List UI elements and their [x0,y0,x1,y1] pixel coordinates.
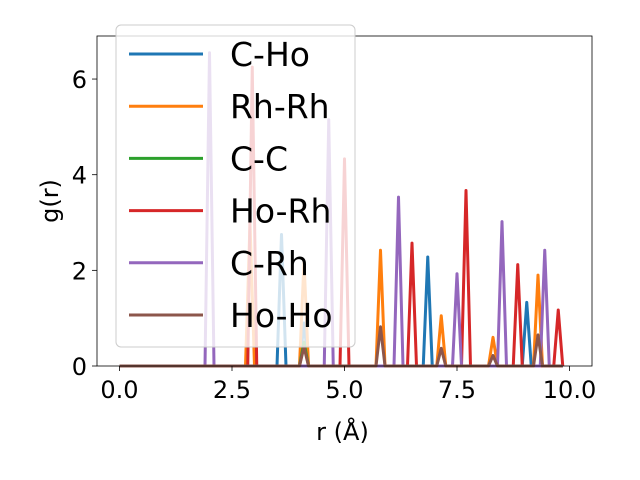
x-tick-label: 10.0 [543,376,596,404]
series-line-ho-ho [119,325,563,368]
y-ticks: 0 2 4 6 [72,66,97,381]
legend-label: C-C [230,139,288,178]
y-axis-label: g(r) [36,179,64,223]
y-tick-label: 2 [72,257,87,285]
y-tick-label: 0 [72,353,87,381]
legend: C-Ho Rh-Rh C-C Ho-Rh C-Rh Ho-Ho [115,24,356,348]
legend-label: C-Ho [230,35,310,74]
y-tick-label: 4 [72,162,87,190]
x-tick-label: 5.0 [325,376,363,404]
x-tick-label: 7.5 [438,376,476,404]
legend-label: Ho-Rh [230,192,331,231]
legend-label: Ho-Ho [230,296,333,335]
x-tick-label: 0.0 [100,376,138,404]
x-ticks: 0.0 2.5 5.0 7.5 10.0 [100,366,596,404]
legend-label: C-Rh [230,244,309,283]
legend-label: Rh-Rh [230,87,330,126]
y-tick-label: 6 [72,66,87,94]
x-axis-label: r (Å) [316,417,369,446]
x-tick-label: 2.5 [213,376,251,404]
